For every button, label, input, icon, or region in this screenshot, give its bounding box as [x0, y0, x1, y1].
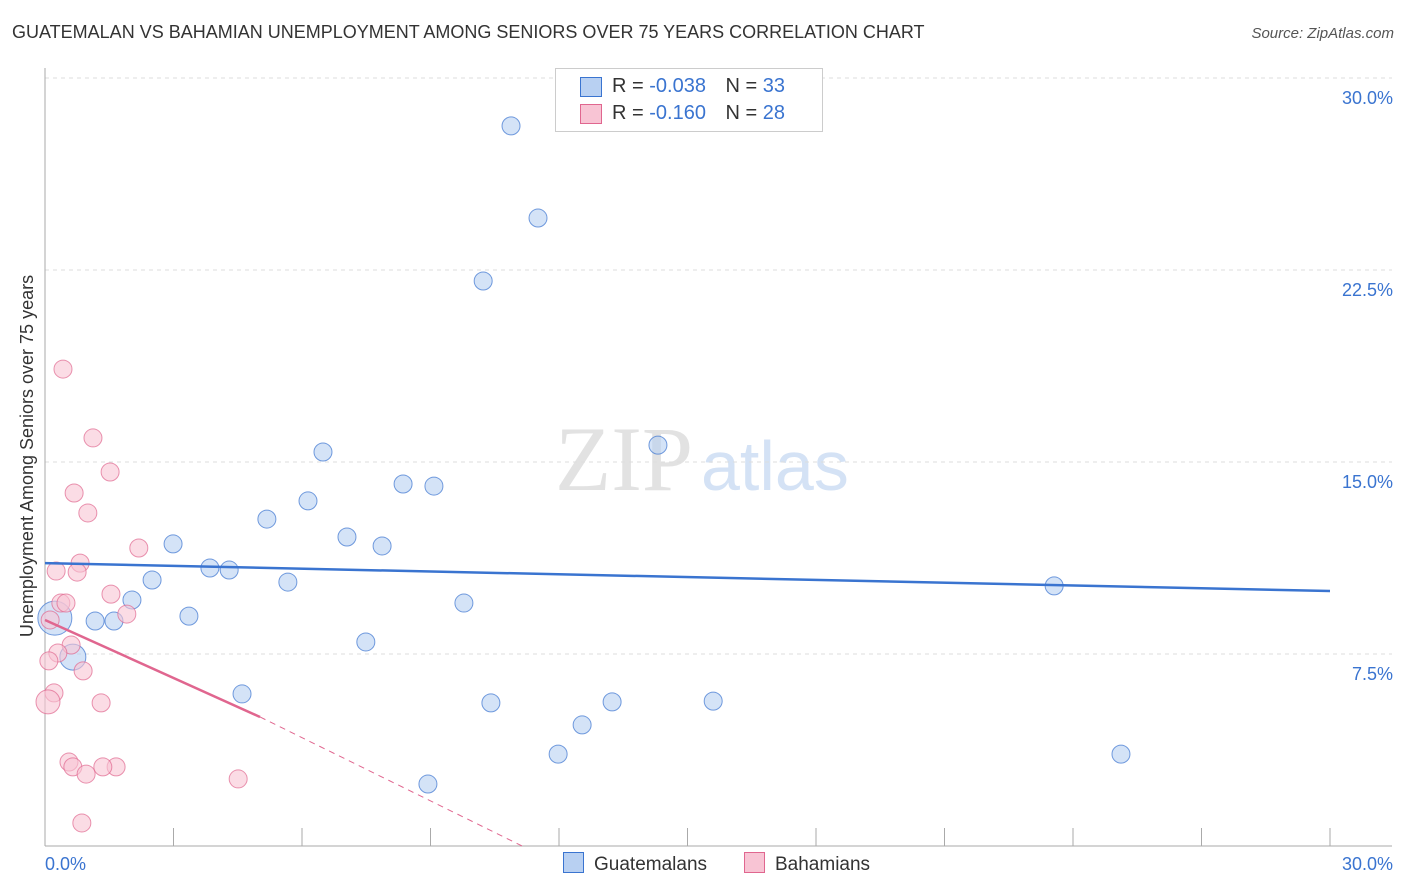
legend-item-bahamians[interactable]: Bahamians [744, 852, 870, 876]
bahamian-point [83, 428, 103, 448]
bahamian-point [117, 604, 137, 624]
guatemalan-point [298, 491, 318, 511]
guatemalan-point [232, 684, 252, 704]
x-tick-label: 0.0% [45, 854, 86, 874]
guatemalan-point [337, 527, 357, 547]
guatemalan-point [313, 442, 333, 462]
guatemalan-point [454, 593, 474, 613]
bahamian-point [101, 584, 121, 604]
stats-legend: R = -0.038 N = 33 R = -0.160 N = 28 [555, 68, 823, 132]
bahamian-point [76, 764, 96, 784]
n-value: 33 [762, 75, 786, 97]
legend-row-bahamians: R = -0.160 N = 28 [580, 102, 786, 125]
y-tick-label: 7.5% [1352, 664, 1393, 684]
guatemalan-point [179, 606, 199, 626]
guatemalans-swatch [580, 77, 602, 97]
guatemalan-point [356, 632, 376, 652]
bahamian-point [73, 661, 93, 681]
guatemalan-point [501, 116, 521, 136]
guatemalan-point [142, 570, 162, 590]
bahamian-point [78, 503, 98, 523]
bahamian-point [72, 813, 92, 833]
r-value: -0.160 [649, 102, 706, 124]
guatemalan-point [372, 536, 392, 556]
guatemalan-point [481, 693, 501, 713]
bahamian-trend-line [44, 618, 261, 719]
r-label: R = [612, 75, 650, 97]
source-label: Source: ZipAtlas.com [1251, 25, 1394, 42]
y-axis-label: Unemployment Among Seniors over 75 years [17, 275, 37, 637]
legend-row-guatemalans: R = -0.038 N = 33 [580, 75, 786, 98]
legend-label: Guatemalans [594, 854, 708, 875]
bahamian-point [67, 562, 87, 582]
guatemalan-point [703, 691, 723, 711]
guatemalan-point [163, 534, 183, 554]
guatemalan-point [85, 611, 105, 631]
bahamian-point [93, 757, 113, 777]
chart-title: GUATEMALAN VS BAHAMIAN UNEMPLOYMENT AMON… [12, 22, 925, 42]
bahamian-point [35, 689, 61, 715]
guatemalan-point [257, 509, 277, 529]
bahamian-point [100, 462, 120, 482]
guatemalan-point [424, 476, 444, 496]
guatemalans-swatch [563, 852, 584, 873]
bahamian-trend-extension [259, 716, 523, 847]
guatemalan-point [648, 435, 668, 455]
bahamian-point [56, 593, 76, 613]
bahamian-point [39, 651, 59, 671]
guatemalan-point [219, 560, 239, 580]
guatemalan-point [473, 271, 493, 291]
n-label: N = [725, 75, 763, 97]
bahamian-point [91, 693, 111, 713]
guatemalans-points [37, 116, 1131, 794]
r-label: R = [612, 102, 650, 124]
y-tick-label: 22.5% [1342, 280, 1393, 300]
n-label: N = [725, 102, 763, 124]
r-value: -0.038 [649, 75, 706, 97]
x-tick-label: 30.0% [1342, 854, 1393, 874]
guatemalan-point [278, 572, 298, 592]
bahamians-swatch [580, 104, 602, 124]
watermark: ZIP atlas [555, 408, 849, 510]
legend-item-guatemalans[interactable]: Guatemalans [563, 852, 707, 876]
bahamian-point [53, 359, 73, 379]
n-value: 28 [762, 102, 786, 124]
guatemalan-point [548, 744, 568, 764]
guatemalan-point [1111, 744, 1131, 764]
bahamians-swatch [744, 852, 765, 873]
bahamians-points [35, 359, 248, 833]
guatemalan-point [572, 715, 592, 735]
bahamian-point [228, 769, 248, 789]
guatemalan-point [393, 474, 413, 494]
guatemalan-point [418, 774, 438, 794]
bahamian-point [129, 538, 149, 558]
guatemalan-point [528, 208, 548, 228]
y-tick-label: 30.0% [1342, 88, 1393, 108]
guatemalan-trend-line [44, 561, 1331, 593]
guatemalan-point [602, 692, 622, 712]
legend-label: Bahamians [775, 854, 871, 875]
bahamian-point [64, 483, 84, 503]
bahamian-point [46, 561, 66, 581]
y-tick-label: 15.0% [1342, 472, 1393, 492]
